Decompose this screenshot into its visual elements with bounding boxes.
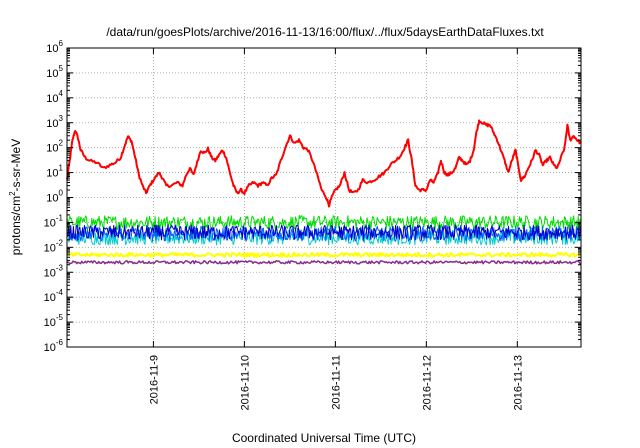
y-tick-label: 106 bbox=[46, 39, 63, 55]
y-tick-label: 10-3 bbox=[44, 263, 64, 279]
y-tick-label: 10-5 bbox=[44, 313, 64, 329]
x-tick-label: 2016-11-12 bbox=[421, 355, 433, 410]
y-tick-label: 10-2 bbox=[44, 238, 64, 254]
x-tick-label: 2016-11-9 bbox=[148, 355, 160, 404]
series-line-4 bbox=[66, 224, 582, 241]
series-line-3 bbox=[66, 225, 582, 242]
plot-frame bbox=[66, 47, 582, 348]
x-tick-label: 2016-11-10 bbox=[239, 355, 251, 410]
y-tick-label: 101 bbox=[46, 164, 63, 180]
series-layer bbox=[66, 119, 582, 265]
y-tick-label: 104 bbox=[46, 89, 63, 105]
y-tick-label: 10-4 bbox=[44, 288, 64, 304]
x-axis-label: Coordinated Universal Time (UTC) bbox=[232, 431, 416, 445]
y-tick-label: 102 bbox=[46, 139, 63, 155]
y-tick-label: 100 bbox=[46, 189, 63, 205]
series-line-1 bbox=[66, 215, 582, 230]
series-line-5 bbox=[66, 251, 582, 258]
series-line-0 bbox=[66, 119, 582, 208]
series-line-6 bbox=[66, 260, 582, 265]
y-tick-label: 10-6 bbox=[44, 338, 64, 354]
y-tick-label: 105 bbox=[46, 64, 63, 80]
y-axis-label-sup: 2 bbox=[8, 191, 17, 196]
svg-text:protons/cm2-s-sr-MeV: protons/cm2-s-sr-MeV bbox=[8, 139, 23, 255]
x-tick-label: 2016-11-11 bbox=[330, 355, 342, 410]
y-axis-label-part2: -s-sr-MeV bbox=[9, 139, 23, 192]
y-tick-label: 103 bbox=[46, 114, 63, 130]
ticks: 10-6 10-5 10-4 10-3 10-2 10-1 100 101 102 103 104 1… bbox=[44, 39, 581, 410]
y-axis-label-part1: protons/cm bbox=[9, 196, 23, 255]
chart-title: /data/run/goesPlots/archive/2016-11-13/1… bbox=[106, 25, 544, 39]
x-tick-label: 2016-11-13 bbox=[512, 355, 524, 410]
y-axis-label: protons/cm2-s-sr-MeV bbox=[8, 139, 23, 255]
grid bbox=[67, 48, 581, 347]
y-tick-label: 10-1 bbox=[44, 213, 64, 229]
